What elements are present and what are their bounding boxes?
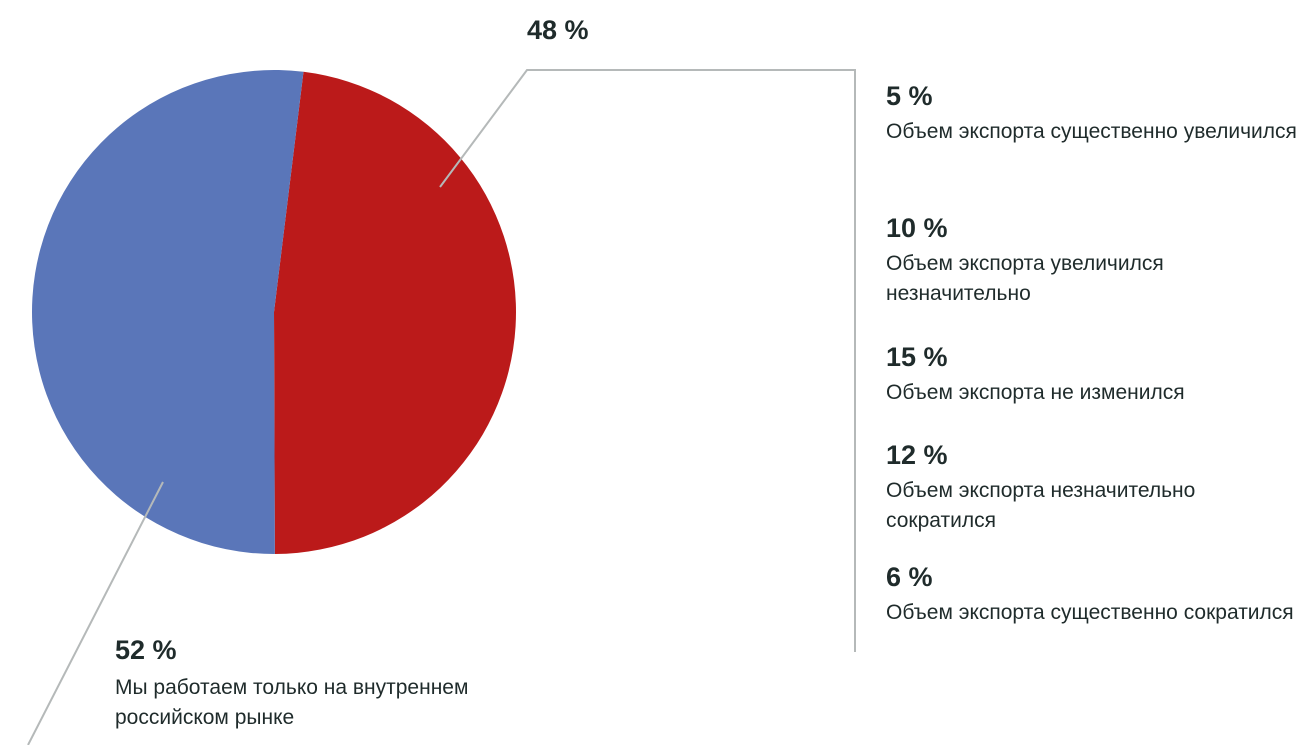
value-label: 48 %: [527, 15, 589, 45]
category-label: Мы работаем только на внутреннем российс…: [115, 676, 469, 729]
pie-slice: [32, 70, 304, 555]
breakdown-value: 10 %: [886, 213, 948, 243]
breakdown-value: 15 %: [886, 342, 948, 372]
leader-line: [27, 481, 164, 745]
breakdown-value: 12 %: [886, 440, 948, 470]
breakdown-label: Объем экспорта не изменился: [886, 381, 1185, 404]
breakdown-label: Объем экспорта увеличился незначительно: [886, 252, 1164, 305]
pie-slice: [274, 71, 516, 554]
breakdown-label: Объем экспорта существенно увеличился: [886, 120, 1297, 143]
breakdown-label: Объем экспорта незначительно сократился: [886, 479, 1196, 532]
breakdown-value: 6 %: [886, 562, 933, 592]
breakdown-value: 5 %: [886, 81, 933, 111]
value-label: 52 %: [115, 635, 177, 665]
leader-line: [439, 69, 856, 652]
breakdown-label: Объем экспорта существенно сократился: [886, 601, 1294, 624]
pie: [32, 70, 516, 555]
